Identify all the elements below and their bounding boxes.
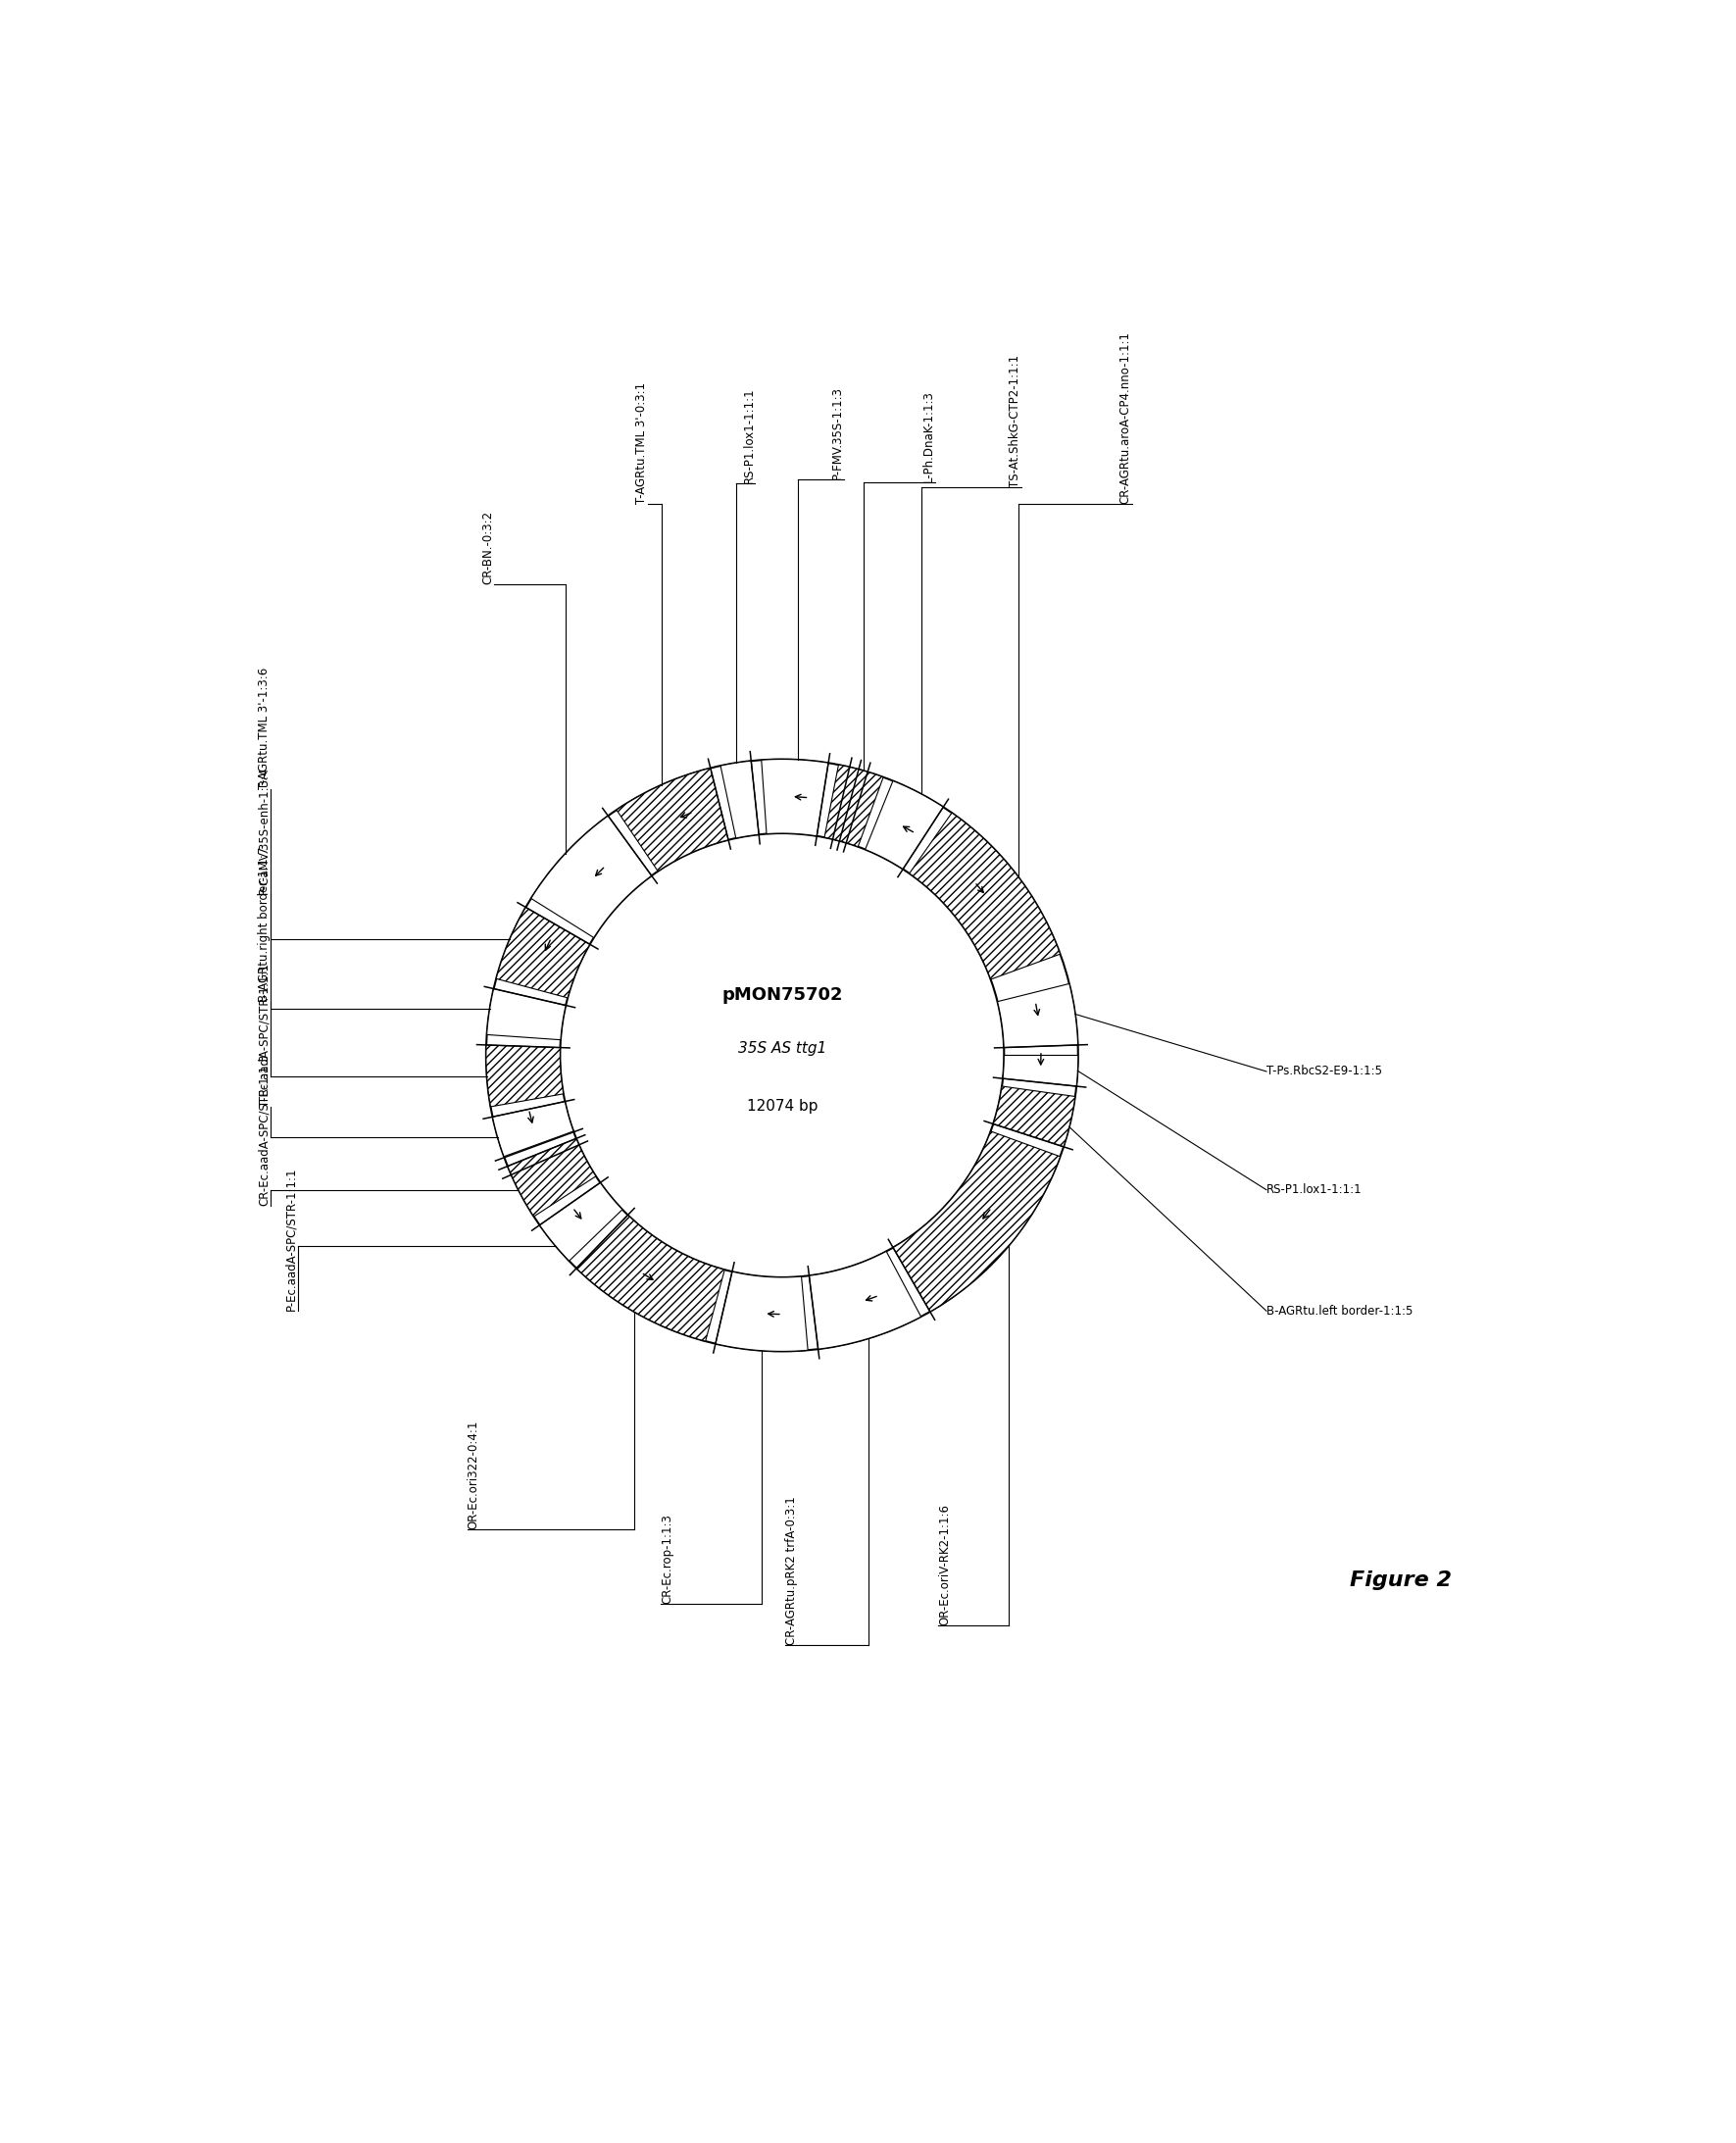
Text: Figure 2: Figure 2 xyxy=(1351,1571,1451,1590)
Polygon shape xyxy=(486,1046,564,1106)
Text: OR-Ec.oriV-RK2-1:1:6: OR-Ec.oriV-RK2-1:1:6 xyxy=(937,1504,951,1627)
Polygon shape xyxy=(910,812,1061,979)
Polygon shape xyxy=(1003,1054,1078,1087)
Text: L-Ph.DnaK-1:1:3: L-Ph.DnaK-1:1:3 xyxy=(924,390,936,482)
Text: TS-At.ShkG-CTP2-1:1:1: TS-At.ShkG-CTP2-1:1:1 xyxy=(1009,356,1021,486)
Text: pMON75702: pMON75702 xyxy=(722,986,842,1003)
Text: CR-BN.-0:3:2: CR-BN.-0:3:2 xyxy=(481,510,495,585)
Polygon shape xyxy=(531,816,651,939)
Polygon shape xyxy=(993,1087,1075,1147)
Text: T-AGRtu.TML 3'-1:3:6: T-AGRtu.TML 3'-1:3:6 xyxy=(259,666,271,789)
Text: P-Ec.aadA-SPC/STR-1:1:1: P-Ec.aadA-SPC/STR-1:1:1 xyxy=(285,1168,299,1312)
Text: RS-P1.lox1-1:1:1: RS-P1.lox1-1:1:1 xyxy=(743,388,755,484)
Polygon shape xyxy=(507,1138,595,1217)
Text: CR-Ec.aadA-SPC/STR-1:1:3: CR-Ec.aadA-SPC/STR-1:1:3 xyxy=(259,1054,271,1207)
Text: T-Ec.aadA-SPC/STR-1:1:1: T-Ec.aadA-SPC/STR-1:1:1 xyxy=(259,964,271,1106)
Polygon shape xyxy=(825,765,884,846)
Text: CR-Ec.rop-1:1:3: CR-Ec.rop-1:1:3 xyxy=(661,1515,674,1605)
Polygon shape xyxy=(762,759,828,836)
Polygon shape xyxy=(998,984,1078,1048)
Text: 35S AS ttg1: 35S AS ttg1 xyxy=(738,1041,826,1056)
Polygon shape xyxy=(496,906,590,999)
Text: T-Ps.RbcS2-E9-1:1:5: T-Ps.RbcS2-E9-1:1:5 xyxy=(1267,1065,1382,1078)
Text: T-AGRtu.TML 3'-0:3:1: T-AGRtu.TML 3'-0:3:1 xyxy=(635,381,648,504)
Polygon shape xyxy=(720,761,759,838)
Polygon shape xyxy=(616,767,729,872)
Polygon shape xyxy=(865,780,943,870)
Text: B-AGRtu.right border-1:1:7: B-AGRtu.right border-1:1:7 xyxy=(259,846,271,1001)
Text: CR-AGRtu.aroA-CP4.nno-1:1:1: CR-AGRtu.aroA-CP4.nno-1:1:1 xyxy=(1120,332,1132,504)
Polygon shape xyxy=(892,1132,1061,1312)
Polygon shape xyxy=(493,1102,573,1157)
Text: P-CaMV.35S-enh-1:3:4: P-CaMV.35S-enh-1:3:4 xyxy=(259,765,271,894)
Text: 12074 bp: 12074 bp xyxy=(746,1099,818,1114)
Text: RS-P1.lox1-1:1:1: RS-P1.lox1-1:1:1 xyxy=(1267,1183,1363,1196)
Polygon shape xyxy=(715,1271,807,1352)
Polygon shape xyxy=(576,1215,724,1342)
Text: CR-AGRtu.pRK2 trfA-0:3:1: CR-AGRtu.pRK2 trfA-0:3:1 xyxy=(785,1496,797,1644)
Text: P-FMV.35S-1:1:3: P-FMV.35S-1:1:3 xyxy=(832,386,844,480)
Polygon shape xyxy=(540,1183,623,1260)
Polygon shape xyxy=(486,988,566,1039)
Text: B-AGRtu.left border-1:1:5: B-AGRtu.left border-1:1:5 xyxy=(1267,1305,1413,1318)
Text: OR-Ec.ori322-0:4:1: OR-Ec.ori322-0:4:1 xyxy=(467,1421,479,1528)
Polygon shape xyxy=(809,1252,922,1350)
